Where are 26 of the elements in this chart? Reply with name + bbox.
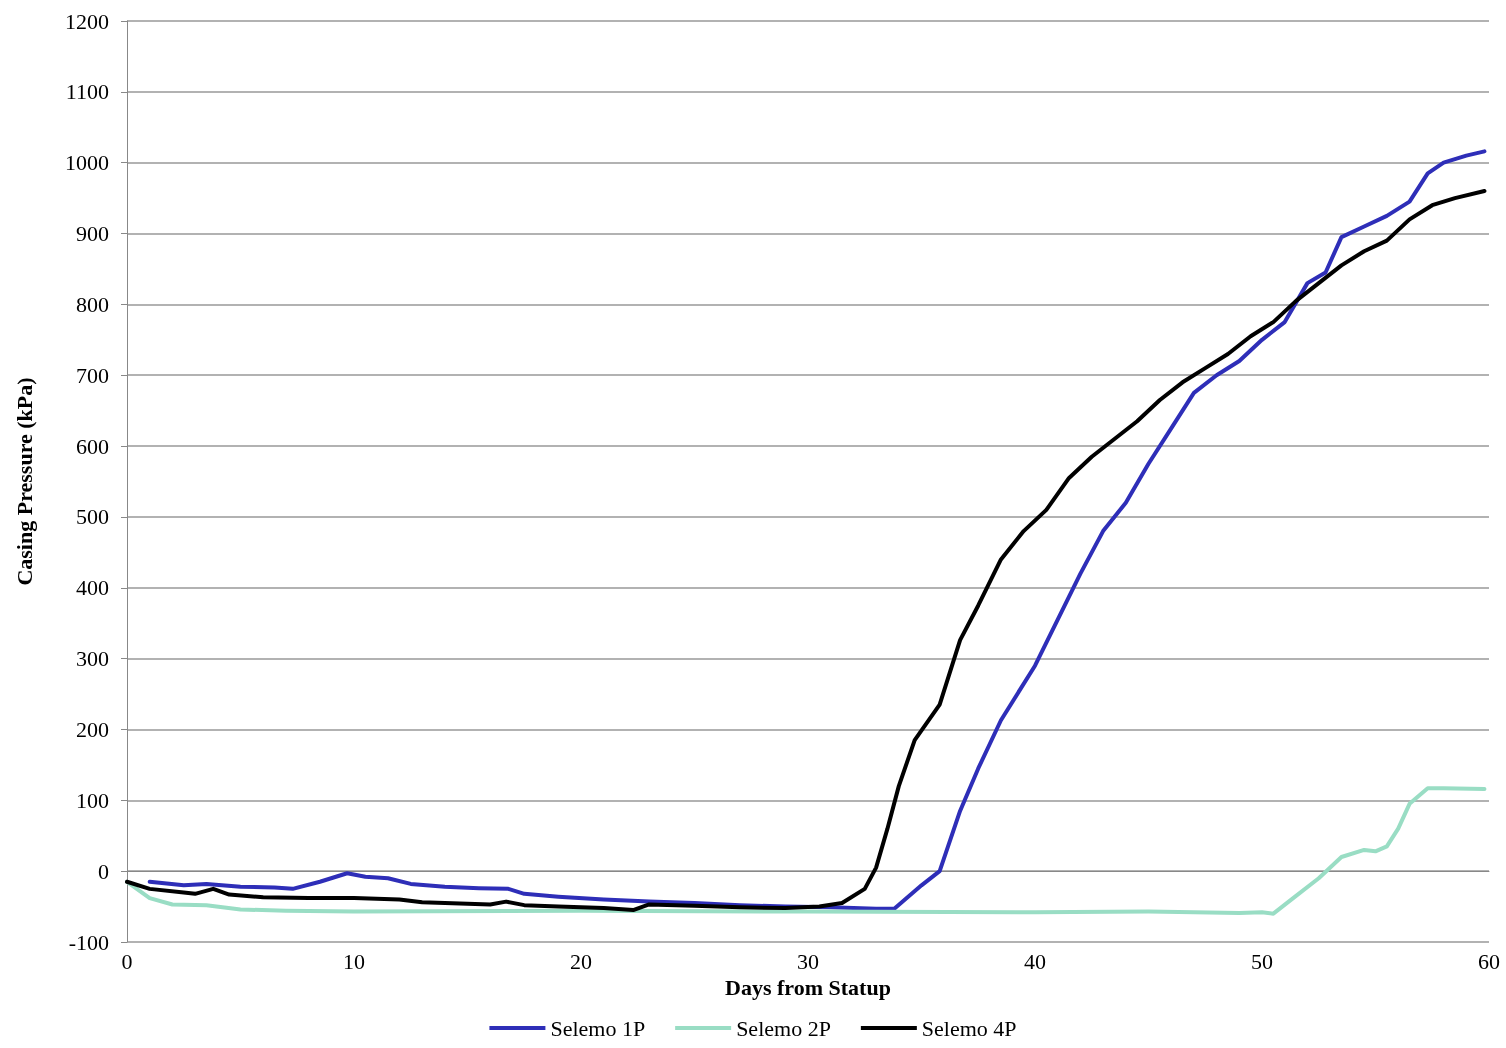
x-tick-label: 40 [1024, 948, 1046, 974]
y-tick-label: 0 [98, 858, 109, 884]
y-tick-label: 1100 [65, 79, 109, 105]
y-tick-label: 500 [76, 504, 109, 530]
x-tick-label: 50 [1251, 948, 1273, 974]
y-tick-label: 900 [76, 221, 109, 247]
y-tick-label: 1000 [65, 150, 109, 176]
x-tick-label: 0 [121, 948, 133, 974]
legend-label: Selemo 4P [921, 1015, 1017, 1041]
x-tick-label: 30 [797, 948, 819, 974]
x-tick-label: 20 [570, 948, 592, 974]
legend-label: Selemo 2P [736, 1015, 831, 1041]
y-tick-label: 200 [76, 716, 109, 742]
y-axis-title: Casing Pressure (kPa) [11, 377, 37, 586]
y-tick-label: 400 [76, 575, 109, 601]
y-tick-label: 300 [76, 646, 109, 672]
y-tick-label: 100 [76, 787, 109, 813]
y-tick-label: 600 [76, 433, 109, 459]
x-tick-label: 60 [1478, 948, 1500, 974]
x-tick-label: 10 [343, 948, 365, 974]
legend-label: Selemo 1P [550, 1015, 646, 1041]
y-tick-label: 1200 [65, 8, 109, 34]
y-tick-label: 800 [76, 291, 109, 317]
y-tick-label: 700 [76, 362, 109, 388]
x-axis-title: Days from Statup [725, 975, 891, 1001]
y-tick-label: -100 [68, 929, 109, 955]
